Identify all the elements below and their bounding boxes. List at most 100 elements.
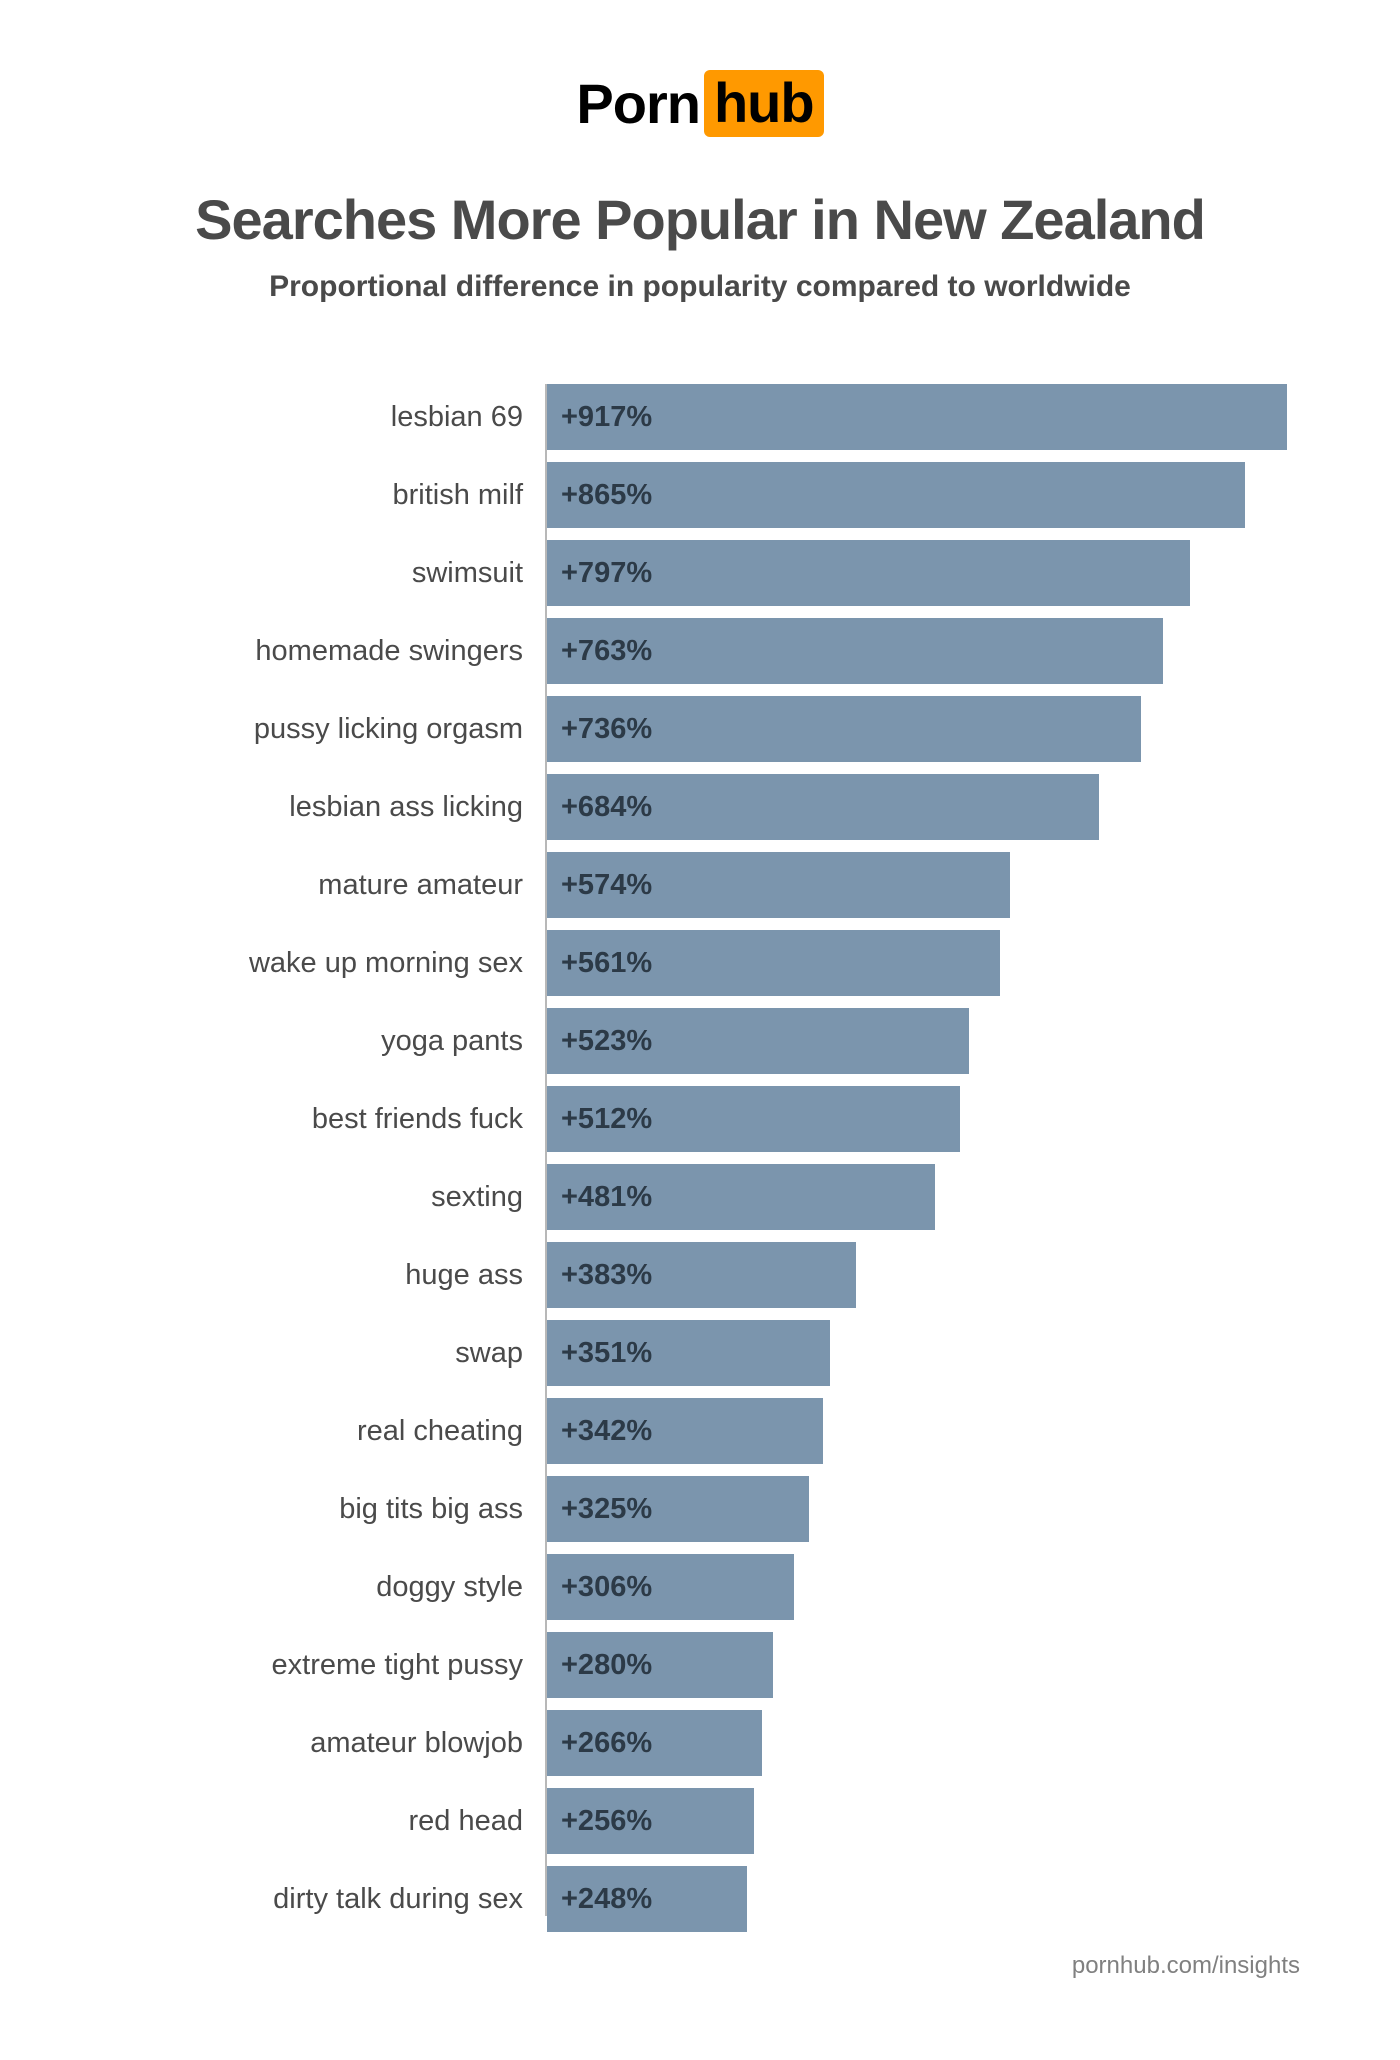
bar-value: +306% — [561, 1571, 652, 1604]
bar-value: +865% — [561, 479, 652, 512]
bar-label: lesbian 69 — [160, 401, 535, 434]
bar-area: +325% — [535, 1476, 1310, 1542]
chart-subtitle: Proportional difference in popularity co… — [90, 270, 1310, 304]
bar-area: +248% — [535, 1866, 1310, 1932]
bar-area: +574% — [535, 852, 1310, 918]
bar: +523% — [547, 1008, 969, 1074]
bar-area: +351% — [535, 1320, 1310, 1386]
bar: +248% — [547, 1866, 747, 1932]
bar-label: dirty talk during sex — [160, 1883, 535, 1916]
chart-row: british milf +865% — [160, 462, 1310, 528]
bar-area: +481% — [535, 1164, 1310, 1230]
chart-row: best friends fuck +512% — [160, 1086, 1310, 1152]
chart-row: mature amateur +574% — [160, 852, 1310, 918]
bar-value: +256% — [561, 1805, 652, 1838]
bar-label: doggy style — [160, 1571, 535, 1604]
bar-label: british milf — [160, 479, 535, 512]
bar-area: +865% — [535, 462, 1310, 528]
bar: +280% — [547, 1632, 773, 1698]
bar-label: red head — [160, 1805, 535, 1838]
bar-value: +266% — [561, 1727, 652, 1760]
chart-row: sexting +481% — [160, 1164, 1310, 1230]
bar-area: +266% — [535, 1710, 1310, 1776]
bar-value: +797% — [561, 557, 652, 590]
bar-label: big tits big ass — [160, 1493, 535, 1526]
bar-value: +763% — [561, 635, 652, 668]
bar-value: +736% — [561, 713, 652, 746]
bar-value: +325% — [561, 1493, 652, 1526]
bar-area: +306% — [535, 1554, 1310, 1620]
chart-title: Searches More Popular in New Zealand — [90, 187, 1310, 252]
bar-area: +523% — [535, 1008, 1310, 1074]
chart-row: wake up morning sex +561% — [160, 930, 1310, 996]
bar: +865% — [547, 462, 1245, 528]
bar-area: +797% — [535, 540, 1310, 606]
chart-row: swimsuit +797% — [160, 540, 1310, 606]
chart-row: homemade swingers +763% — [160, 618, 1310, 684]
bar-label: homemade swingers — [160, 635, 535, 668]
bar-label: yoga pants — [160, 1025, 535, 1058]
bar: +917% — [547, 384, 1287, 450]
bar: +574% — [547, 852, 1010, 918]
bar-label: mature amateur — [160, 869, 535, 902]
bar-value: +351% — [561, 1337, 652, 1370]
chart-row: amateur blowjob +266% — [160, 1710, 1310, 1776]
bar-value: +523% — [561, 1025, 652, 1058]
bar-area: +342% — [535, 1398, 1310, 1464]
bar-value: +481% — [561, 1181, 652, 1214]
bar-label: swimsuit — [160, 557, 535, 590]
bar-value: +383% — [561, 1259, 652, 1292]
chart-row: huge ass +383% — [160, 1242, 1310, 1308]
bar: +266% — [547, 1710, 762, 1776]
bar-area: +917% — [535, 384, 1310, 450]
bar: +797% — [547, 540, 1190, 606]
bar-label: wake up morning sex — [160, 947, 535, 980]
chart-row: red head +256% — [160, 1788, 1310, 1854]
bar: +512% — [547, 1086, 960, 1152]
bar-value: +574% — [561, 869, 652, 902]
bar: +351% — [547, 1320, 830, 1386]
logo-text-right: hub — [704, 70, 824, 137]
bar-value: +917% — [561, 401, 652, 434]
bar: +763% — [547, 618, 1163, 684]
bar-label: real cheating — [160, 1415, 535, 1448]
bar-area: +736% — [535, 696, 1310, 762]
bar: +561% — [547, 930, 1000, 996]
bar: +736% — [547, 696, 1141, 762]
chart-row: doggy style +306% — [160, 1554, 1310, 1620]
bar-value: +342% — [561, 1415, 652, 1448]
chart-row: real cheating +342% — [160, 1398, 1310, 1464]
bar-label: best friends fuck — [160, 1103, 535, 1136]
bar-area: +256% — [535, 1788, 1310, 1854]
bar-label: sexting — [160, 1181, 535, 1214]
chart-row: big tits big ass +325% — [160, 1476, 1310, 1542]
bar: +325% — [547, 1476, 809, 1542]
chart-row: lesbian 69 +917% — [160, 384, 1310, 450]
bar: +306% — [547, 1554, 794, 1620]
bar-area: +561% — [535, 930, 1310, 996]
logo-text-left: Porn — [576, 71, 700, 136]
bar-value: +512% — [561, 1103, 652, 1136]
chart-row: swap +351% — [160, 1320, 1310, 1386]
bar-label: amateur blowjob — [160, 1727, 535, 1760]
bar-area: +763% — [535, 618, 1310, 684]
bar-area: +280% — [535, 1632, 1310, 1698]
bar-area: +684% — [535, 774, 1310, 840]
bar: +342% — [547, 1398, 823, 1464]
chart-row: yoga pants +523% — [160, 1008, 1310, 1074]
bar-value: +280% — [561, 1649, 652, 1682]
bar-area: +383% — [535, 1242, 1310, 1308]
bar-value: +561% — [561, 947, 652, 980]
bar-value: +248% — [561, 1883, 652, 1916]
bar-label: lesbian ass licking — [160, 791, 535, 824]
bar-area: +512% — [535, 1086, 1310, 1152]
chart-row: extreme tight pussy +280% — [160, 1632, 1310, 1698]
brand-logo: Porn hub — [90, 70, 1310, 137]
bar-label: pussy licking orgasm — [160, 713, 535, 746]
bar: +256% — [547, 1788, 754, 1854]
chart-row: lesbian ass licking+684% — [160, 774, 1310, 840]
bar: +383% — [547, 1242, 856, 1308]
bar-label: huge ass — [160, 1259, 535, 1292]
bar-label: swap — [160, 1337, 535, 1370]
bar-label: extreme tight pussy — [160, 1649, 535, 1682]
